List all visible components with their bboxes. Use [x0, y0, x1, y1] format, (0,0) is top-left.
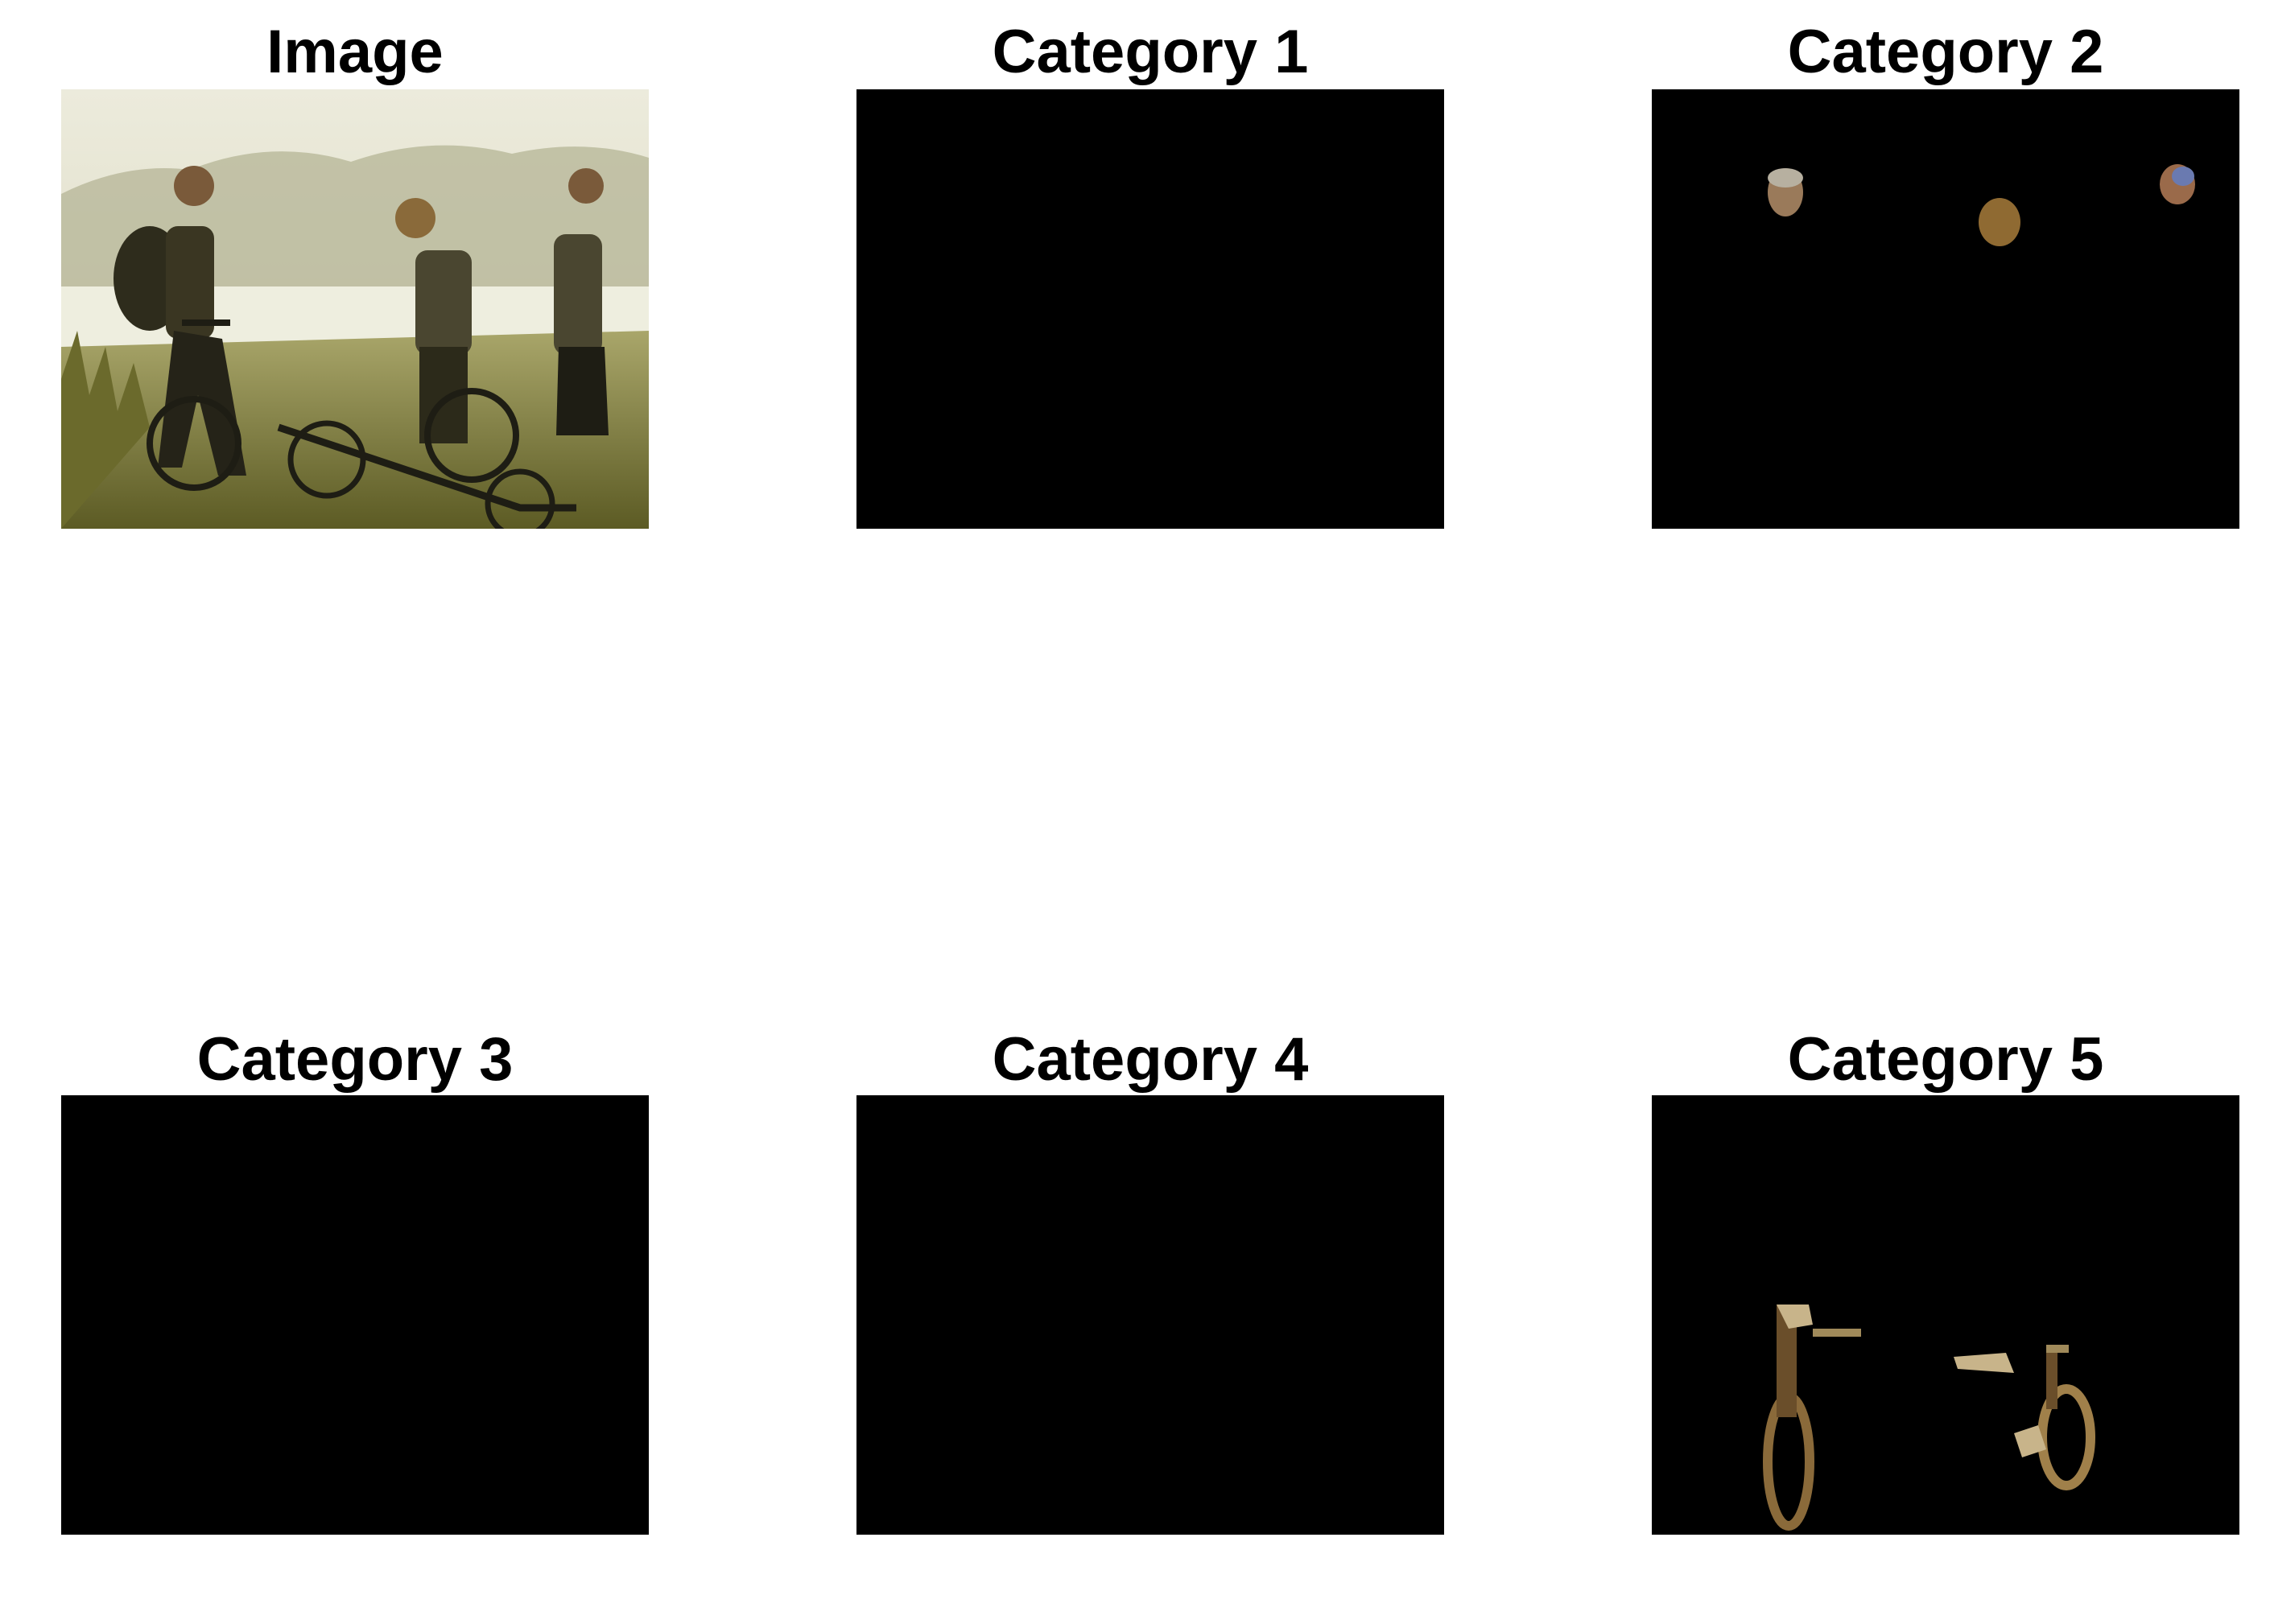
panel-category-1 [856, 89, 1444, 529]
panel-title-image: Image [266, 18, 444, 86]
panel-title-category-4: Category 4 [992, 1025, 1309, 1094]
panel-title-category-2: Category 2 [1787, 18, 2104, 86]
panel-category-3 [61, 1095, 649, 1535]
scene-photo [61, 89, 649, 529]
bicycles-segmentation [1763, 1305, 2095, 1531]
head-segment-2 [1979, 198, 2020, 246]
panel-category-5 [1652, 1095, 2239, 1535]
bicycle-segment-1 [1763, 1305, 1861, 1531]
panel-title-category-3: Category 3 [196, 1025, 514, 1094]
heads-segmentation [1768, 164, 2195, 246]
bicycle-segment-2 [1954, 1345, 2095, 1490]
panel-title-category-1: Category 1 [992, 18, 1309, 86]
panel-title-category-5: Category 5 [1787, 1025, 2104, 1094]
panel-category-4 [856, 1095, 1444, 1535]
panel-image [61, 89, 649, 529]
panel-category-2 [1652, 89, 2239, 529]
